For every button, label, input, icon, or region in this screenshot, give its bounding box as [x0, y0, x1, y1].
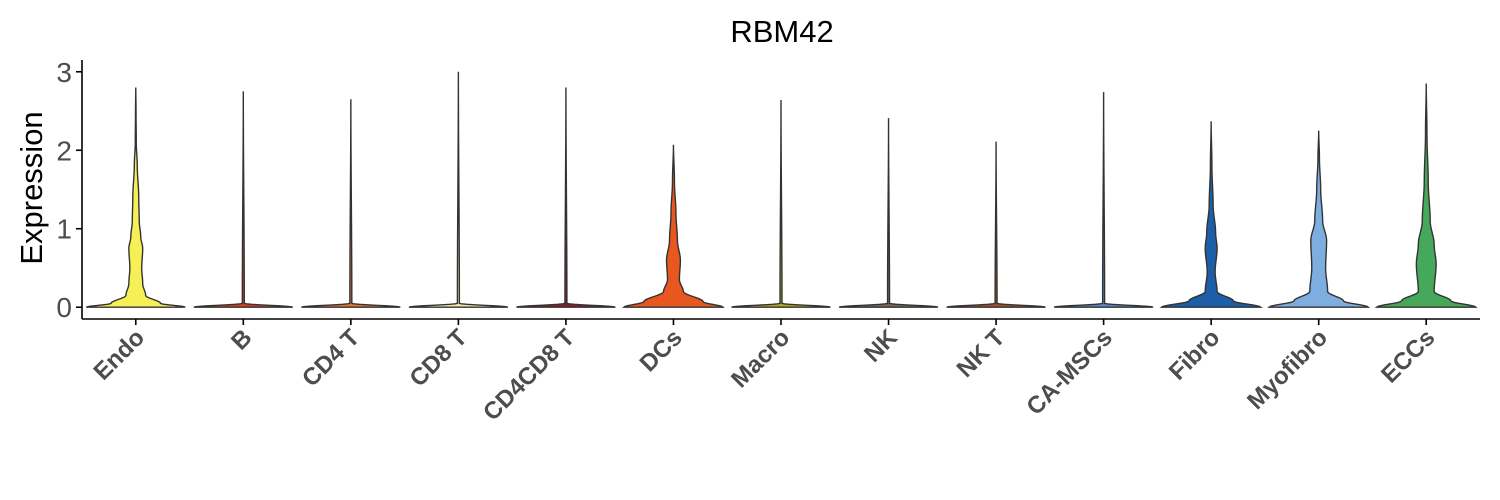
- x-tick-label: NK: [859, 324, 903, 368]
- x-tick-label: CA-MSCs: [1021, 324, 1117, 420]
- violin-macro: [731, 100, 831, 308]
- violin-ca-mscs: [1053, 92, 1154, 308]
- violin-fibro: [1159, 121, 1263, 308]
- x-tick-label: Fibro: [1164, 324, 1226, 386]
- y-tick-label: 0: [56, 292, 72, 323]
- y-tick-label: 2: [56, 135, 72, 166]
- violin-endo: [86, 87, 186, 308]
- violin-dcs: [622, 144, 725, 308]
- violin-cd8-t: [408, 71, 509, 308]
- violin-eccs: [1374, 83, 1478, 308]
- violin-nk: [838, 118, 939, 308]
- violin-cd4-t: [301, 99, 401, 308]
- chart-title: RBM42: [730, 14, 833, 49]
- x-tick-label: ECCs: [1376, 324, 1440, 388]
- y-tick-label: 3: [56, 57, 72, 88]
- violin-cd4cd8-t: [516, 87, 616, 308]
- violin-b: [193, 91, 293, 308]
- violin-nk-t: [946, 141, 1046, 308]
- x-tick-label: Endo: [88, 324, 150, 386]
- plot-area: [86, 71, 1478, 308]
- violin-myofibro: [1267, 130, 1371, 308]
- x-tick-label: Myofibro: [1242, 324, 1333, 415]
- y-axis-label: Expression: [14, 111, 49, 264]
- x-tick-label: NK T: [952, 324, 1011, 383]
- x-tick-label: CD8 T: [405, 324, 473, 392]
- x-tick-label: B: [226, 324, 257, 355]
- x-tick-label: CD4 T: [297, 324, 365, 392]
- axes: 0 1 2 3 Endo B CD4 T CD8 T CD4CD8 T DCs Macro NK NK …: [56, 57, 1480, 426]
- x-tick-label: DCs: [635, 324, 688, 377]
- y-tick-label: 1: [56, 214, 72, 245]
- x-tick-label: CD4CD8 T: [478, 324, 580, 426]
- x-tick-label: Macro: [726, 324, 795, 393]
